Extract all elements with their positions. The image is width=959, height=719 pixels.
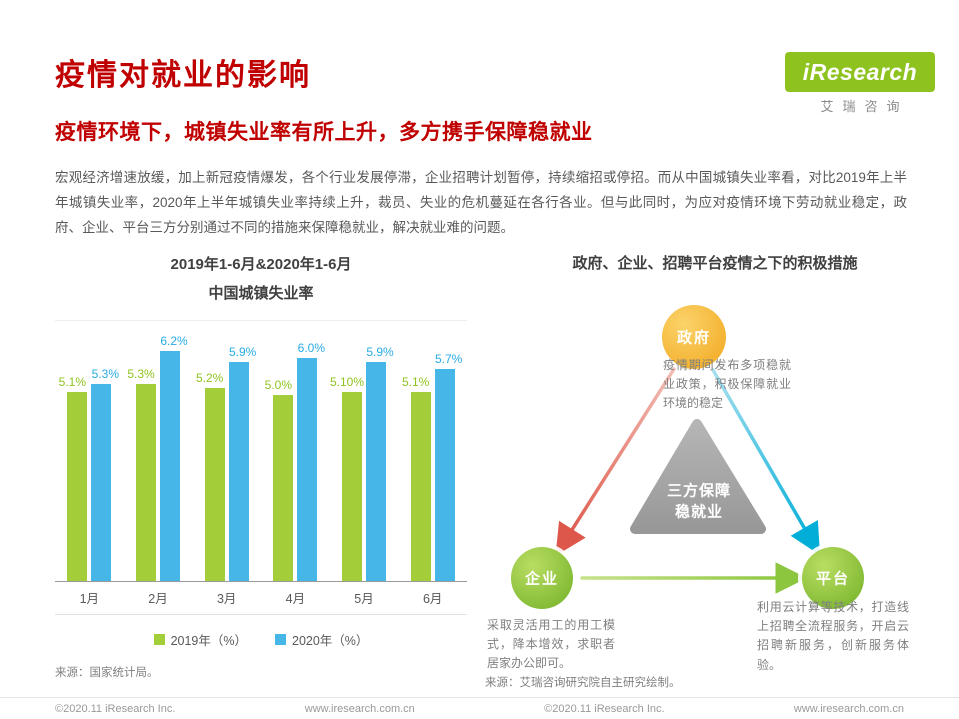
bar-plot: 5.1% 5.3% 5.2% 5.0% 5.10% 5.1% 5.3% 6.2% 5.9% 6.0…	[55, 320, 467, 582]
footer-website-left: www.iresearch.com.cn	[304, 702, 415, 715]
x-axis-label: 4月	[285, 592, 306, 606]
iresearch-logo-chinese: 艾瑞咨询	[820, 99, 909, 114]
measures-diagram-section: 政府、企业、招聘平台疫情之下的积极措施	[485, 250, 945, 690]
legend-item: 2019年（%）	[153, 630, 247, 649]
unemployment-chart-section: 2019年1-6月&2020年1-6月 中国城镇失业率 5.1% 5.3% 5.2%…	[55, 250, 467, 680]
enterprise-node-circle	[511, 547, 573, 609]
legend-item: 2020年（%）	[275, 630, 368, 649]
body-paragraph: 宏观经济增速放缓，加上新冠疫情爆发，各个行业发展停滞，企业招聘计划暂停，持续缩招…	[55, 170, 907, 235]
chart-legend: 2019年（%） 2020年（%）	[55, 630, 467, 649]
bar	[297, 358, 318, 581]
legend-swatch	[275, 634, 286, 645]
gov-node-label: 政府	[677, 329, 711, 347]
bar	[434, 369, 455, 581]
slide-subtitle: 疫情环境下，城镇失业率有所上升，多方携手保障稳就业	[55, 121, 593, 144]
bar	[366, 362, 386, 581]
bar-value-label: 5.3%	[127, 367, 155, 381]
bar-value-label: 5.2%	[195, 371, 224, 385]
iresearch-logo: iResearch 艾瑞咨询	[785, 52, 935, 115]
legend-swatch	[153, 634, 165, 645]
center-triangle-text-line2: 稳就业	[675, 503, 723, 521]
bar-value-label: 5.0%	[264, 378, 293, 392]
platform-node-circle	[802, 547, 864, 609]
bar	[410, 392, 431, 581]
bar-value-label: 6.2%	[160, 334, 188, 348]
chart-title-line2: 中国城镇失业率	[208, 285, 314, 302]
x-axis-label: 1月	[79, 592, 100, 606]
platform-node-description: 利用云计算等技术，打造线上招聘全流程服务，开启云招聘新服务，创新服务体验。	[757, 600, 909, 672]
gov-node-circle	[662, 305, 726, 369]
enterprise-node-label: 企业	[524, 570, 559, 588]
bar	[204, 388, 225, 581]
diagram-title: 政府、企业、招聘平台疫情之下的积极措施	[572, 255, 858, 272]
triangle-diagram: 三方保障 稳就业 政府 企业 平台	[485, 288, 945, 628]
triangle-diagram-svg: 三方保障 稳就业 政府 企业 平台	[507, 301, 868, 613]
iresearch-logo-box: iResearch	[785, 52, 935, 92]
arrow-gov-to-enterprise	[555, 367, 676, 556]
chart-source: 来源：国家统计局。	[55, 667, 159, 679]
x-axis-label: 2月	[148, 592, 168, 606]
bar-value-label: 5.9%	[366, 345, 394, 359]
bar	[160, 351, 180, 581]
bar-value-label: 5.3%	[91, 367, 120, 381]
bar-value-label: 6.0%	[297, 341, 326, 355]
legend-label: 2020年（%）	[292, 634, 369, 648]
footer-website-right: www.iresearch.com.cn	[793, 702, 904, 715]
bar	[91, 384, 112, 581]
footer: ©2020.11 iResearch Inc. www.iresearch.co…	[0, 697, 959, 719]
diagram-source: 来源：艾瑞咨询研究院自主研究绘制。	[485, 677, 681, 689]
center-triangle-text-line1: 三方保障	[667, 482, 731, 500]
bar	[342, 392, 362, 581]
center-triangle	[630, 419, 766, 534]
bar	[228, 362, 249, 581]
enterprise-node-description: 采取灵活用工的用工模式，降本增效，求职者居家办公即可。	[487, 618, 615, 671]
bar-value-label: 5.9%	[228, 345, 257, 359]
arrow-gov-to-platform	[711, 368, 821, 556]
bar-value-label: 5.10%	[329, 375, 365, 389]
page-title: 疫情对就业的影响	[55, 59, 311, 92]
bar-value-label: 5.7%	[434, 352, 463, 366]
chart-title-line1: 2019年1-6月&2020年1-6月	[170, 256, 352, 273]
legend-label: 2019年（%）	[170, 634, 247, 648]
bar-value-label: 5.1%	[58, 375, 87, 389]
x-axis-label: 5月	[354, 592, 374, 606]
gov-node-description: 疫情期间发布多项稳就业政策，积极保障就业环境的稳定	[663, 358, 791, 411]
footer-copyright-right: ©2020.11 iResearch Inc.	[544, 702, 665, 715]
x-axis-label: 3月	[216, 592, 237, 606]
x-axis-label: 6月	[422, 592, 443, 606]
bar	[273, 395, 294, 581]
footer-copyright-left: ©2020.11 iResearch Inc.	[55, 702, 176, 715]
bar-value-label: 5.1%	[401, 375, 430, 389]
x-axis: 1月 2月 3月 4月 5月 6月	[55, 582, 467, 615]
platform-node-label: 平台	[816, 570, 850, 588]
bar	[67, 392, 88, 581]
bar	[136, 384, 156, 581]
